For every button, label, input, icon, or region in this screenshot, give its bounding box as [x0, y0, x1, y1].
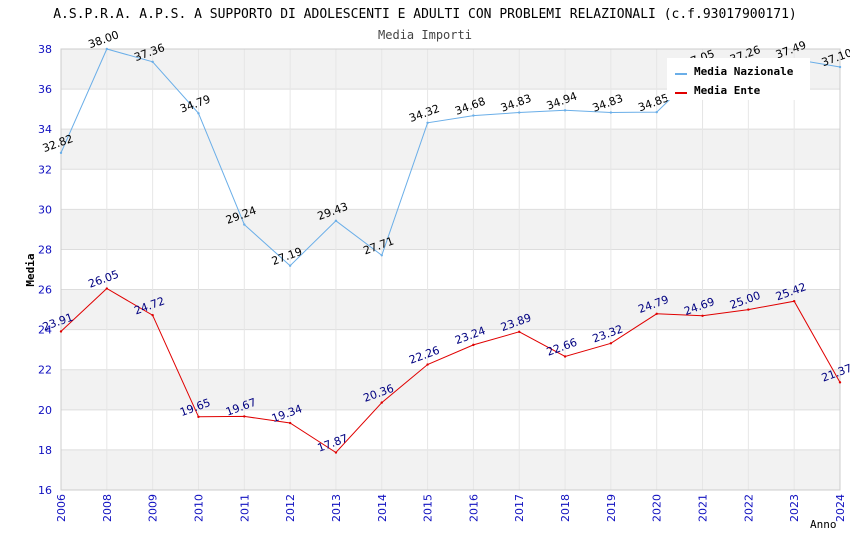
- x-tick-label: 2019: [605, 494, 618, 522]
- data-point: [151, 60, 154, 64]
- plot-band: [61, 449, 840, 490]
- data-point: [59, 151, 63, 155]
- data-point: [563, 355, 567, 358]
- data-point: [472, 343, 475, 347]
- y-tick-label: 24: [38, 324, 52, 337]
- data-point: [563, 109, 567, 112]
- y-tick-label: 32: [38, 163, 52, 176]
- data-point: [380, 401, 383, 404]
- x-tick-label: 2024: [834, 494, 847, 522]
- data-point: [288, 421, 292, 425]
- legend-box: [667, 58, 810, 100]
- plot-band: [61, 369, 840, 410]
- data-point: [747, 308, 750, 311]
- y-tick-label: 26: [38, 284, 52, 297]
- x-tick-label: 2017: [513, 494, 526, 522]
- x-tick-label: 2014: [376, 494, 389, 522]
- data-point: [426, 121, 429, 124]
- data-point: [105, 287, 109, 290]
- x-tick-label: 2015: [422, 494, 435, 522]
- data-point: [197, 415, 200, 419]
- y-tick-label: 36: [38, 83, 52, 96]
- data-point: [334, 451, 338, 454]
- x-tick-label: 2011: [238, 494, 251, 522]
- series-line-ente: [60, 287, 841, 454]
- x-tick-label: 2022: [742, 494, 755, 522]
- data-point: [518, 111, 521, 114]
- chart-subtitle: Media Importi: [378, 28, 472, 42]
- data-point: [609, 111, 613, 114]
- plot-band: [61, 129, 840, 170]
- data-point: [472, 114, 475, 117]
- data-point: [838, 381, 842, 384]
- x-tick-label: 2016: [467, 494, 480, 522]
- x-tick-label: 2009: [147, 494, 160, 522]
- y-tick-label: 20: [38, 404, 52, 417]
- y-tick-label: 34: [38, 123, 52, 136]
- x-tick-label: 2006: [55, 494, 68, 522]
- y-tick-label: 22: [38, 364, 52, 377]
- data-point: [426, 363, 429, 366]
- data-point: [334, 219, 338, 222]
- data-point: [701, 314, 704, 318]
- x-tick-label: 2018: [559, 494, 572, 522]
- legend-label-nazionale: Media Nazionale: [694, 65, 794, 78]
- plot-band: [61, 289, 840, 330]
- data-point: [838, 65, 842, 69]
- x-tick-label: 2023: [788, 494, 801, 522]
- y-tick-label: 18: [38, 444, 52, 457]
- data-point: [151, 314, 154, 317]
- x-tick-label: 2010: [192, 494, 205, 522]
- data-point: [243, 415, 246, 418]
- y-axis-ticks: 16 18 20 22 24 26 28 30 32 34 36 38: [38, 43, 52, 497]
- plot-frame: [60, 48, 841, 491]
- x-tick-label: 2012: [284, 494, 297, 522]
- data-point: [380, 254, 383, 257]
- x-axis-label: Anno: [810, 518, 837, 531]
- plot-bands: [61, 49, 840, 490]
- data-point: [105, 47, 109, 51]
- data-point: [792, 299, 796, 303]
- chart-title: A.S.P.R.A. A.P.S. A SUPPORTO DI ADOLESCE…: [53, 7, 797, 22]
- data-point: [288, 264, 292, 267]
- y-tick-label: 38: [38, 43, 52, 56]
- x-tick-label: 2021: [697, 494, 710, 522]
- data-point: [243, 223, 246, 226]
- x-tick-label: 2020: [651, 494, 664, 522]
- y-tick-label: 16: [38, 484, 52, 497]
- x-tick-label: 2013: [330, 494, 343, 522]
- legend-label-ente: Media Ente: [694, 84, 761, 97]
- data-point: [197, 112, 200, 115]
- data-point: [59, 330, 63, 333]
- data-point: [609, 342, 613, 345]
- data-point: [655, 110, 658, 114]
- data-point: [518, 330, 521, 334]
- x-axis-ticks: 2006 2008 2009 2010 2011 2012 2013 2014 2015 2016…: [55, 494, 847, 522]
- y-tick-label: 30: [38, 203, 52, 216]
- y-tick-label: 28: [38, 243, 52, 256]
- plot-band: [61, 209, 840, 250]
- x-tick-label: 2008: [101, 494, 114, 522]
- y-axis-label: Media: [24, 253, 37, 286]
- legend: Media Nazionale Media Ente: [667, 58, 810, 100]
- data-point: [655, 312, 658, 316]
